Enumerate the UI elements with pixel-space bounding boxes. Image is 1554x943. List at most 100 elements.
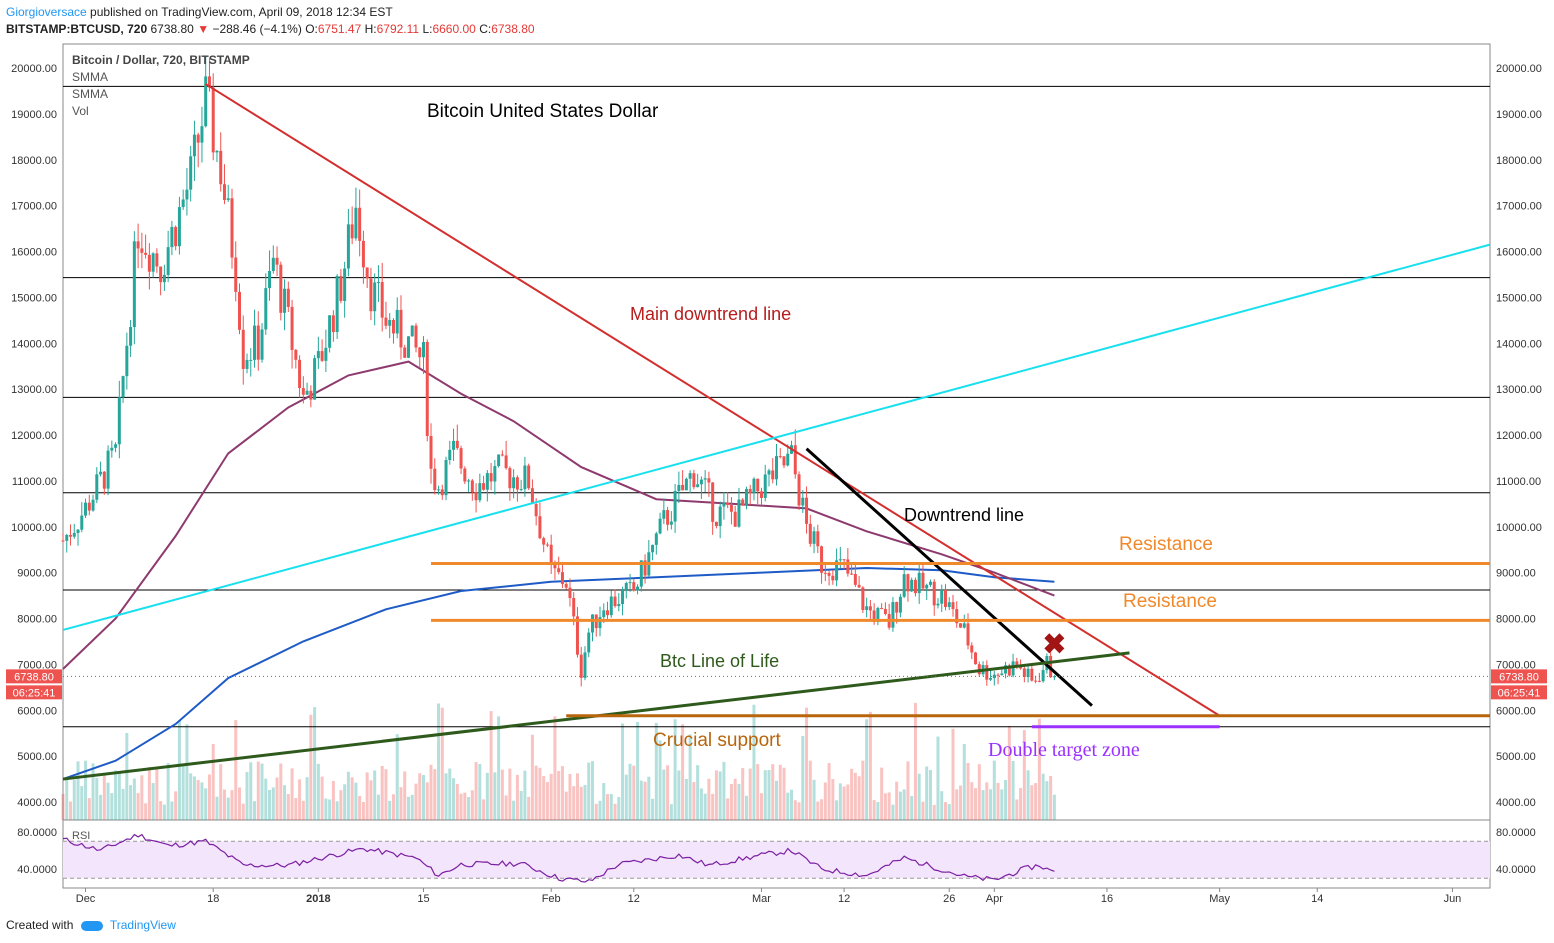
volume-bar (140, 775, 144, 820)
candle-body (271, 257, 275, 272)
candle-body (339, 276, 343, 301)
candle-body (703, 478, 707, 480)
volume-bar (872, 800, 876, 820)
volume-bar (974, 788, 978, 820)
volume-bar (399, 787, 403, 820)
volume-bar (880, 767, 884, 820)
candle-body (643, 560, 647, 576)
volume-bar (692, 782, 696, 820)
volume-bar (493, 772, 497, 820)
x-tick-label: 12 (838, 893, 850, 905)
legend-title: Bitcoin / Dollar, 720, BITSTAMP (72, 53, 250, 67)
volume-bar (613, 803, 617, 820)
price-tag-left-countdown (6, 685, 62, 700)
candle-body (752, 478, 756, 494)
candle-body (913, 579, 917, 594)
volume-bar (936, 736, 940, 820)
volume-bar (662, 769, 666, 820)
candle-body (553, 563, 557, 569)
candle-body (917, 572, 921, 594)
volume-bar (947, 804, 951, 820)
volume-bar (470, 790, 474, 820)
candle-body (380, 282, 384, 318)
price-tick-right: 19000.00 (1496, 109, 1542, 121)
candle-body (681, 484, 685, 491)
candle-body (185, 189, 189, 200)
volume-bar (391, 794, 395, 820)
volume-bar (606, 794, 610, 820)
volume-bar (313, 707, 317, 820)
volume-bar (545, 782, 549, 820)
volume-bar (361, 801, 365, 820)
volume-bar (485, 772, 489, 820)
volume-bar (189, 773, 193, 820)
candle-body (313, 358, 317, 400)
candle-body (609, 596, 613, 616)
volume-bar (234, 720, 238, 820)
candle-body (467, 480, 471, 482)
main-downtrend-line[interactable] (205, 83, 1221, 717)
volume-bar (437, 703, 441, 820)
candle-body (632, 582, 636, 591)
volume-bar (365, 772, 369, 820)
volume-bar (666, 765, 670, 820)
chart-frame (62, 43, 1491, 889)
volume-bar (69, 801, 73, 820)
candle-body (767, 470, 771, 475)
volume-bar (759, 793, 763, 820)
high-value: 6792.11 (376, 22, 420, 36)
volume-bar (72, 779, 76, 820)
candle-body (301, 388, 305, 395)
candle-body (624, 583, 628, 591)
candle-body (343, 268, 347, 301)
downtrend-line[interactable] (805, 447, 1093, 707)
candle-body (1030, 668, 1034, 681)
volume-bar (65, 778, 69, 820)
price-tick-left: 5000.00 (17, 751, 57, 763)
candle-body (286, 288, 290, 307)
volume-bar (106, 782, 110, 820)
tradingview-link[interactable]: TradingView (109, 918, 176, 932)
candle-body (928, 581, 932, 585)
volume-bar (177, 720, 181, 820)
price-tick-right: 8000.00 (1496, 614, 1536, 626)
volume-bar (200, 782, 204, 820)
volume-bar (444, 773, 448, 820)
volume-bar (117, 771, 121, 820)
candle-body (234, 257, 238, 292)
volume-bar (861, 760, 865, 820)
volume-bar (534, 765, 538, 820)
volume-bar (369, 780, 373, 820)
candle-body (80, 515, 84, 530)
volume-bar (309, 714, 313, 820)
volume-bar (181, 764, 185, 820)
candle-body (181, 199, 185, 208)
candle-body (200, 126, 204, 143)
volume-bar (883, 793, 887, 820)
volume-bar (669, 804, 673, 820)
x-tick-label: 12 (628, 893, 640, 905)
price-tag-right-text: 6738.80 (1499, 671, 1539, 683)
candle-body (898, 596, 902, 613)
candle-body (211, 87, 215, 153)
price-tick-left: 15000.00 (11, 292, 57, 304)
volume-bar (707, 778, 711, 820)
candle-body (786, 453, 790, 466)
author-link[interactable]: Giorgioversace (6, 5, 87, 19)
candle-body (662, 510, 666, 519)
volume-bar (959, 785, 963, 820)
price-tick-left: 12000.00 (11, 430, 57, 442)
volume-bar (932, 804, 936, 820)
candle-body (970, 645, 974, 653)
candle-body (880, 608, 884, 610)
candle-body (192, 134, 196, 157)
price-tick-left: 11000.00 (12, 476, 57, 488)
volume-bar (275, 777, 279, 820)
candle-body (69, 534, 73, 537)
volume-bar (681, 724, 685, 820)
volume-bar (1030, 785, 1034, 820)
volume-bar (418, 773, 422, 820)
volume-bar (350, 777, 354, 820)
uptrend-line[interactable] (62, 243, 1491, 631)
